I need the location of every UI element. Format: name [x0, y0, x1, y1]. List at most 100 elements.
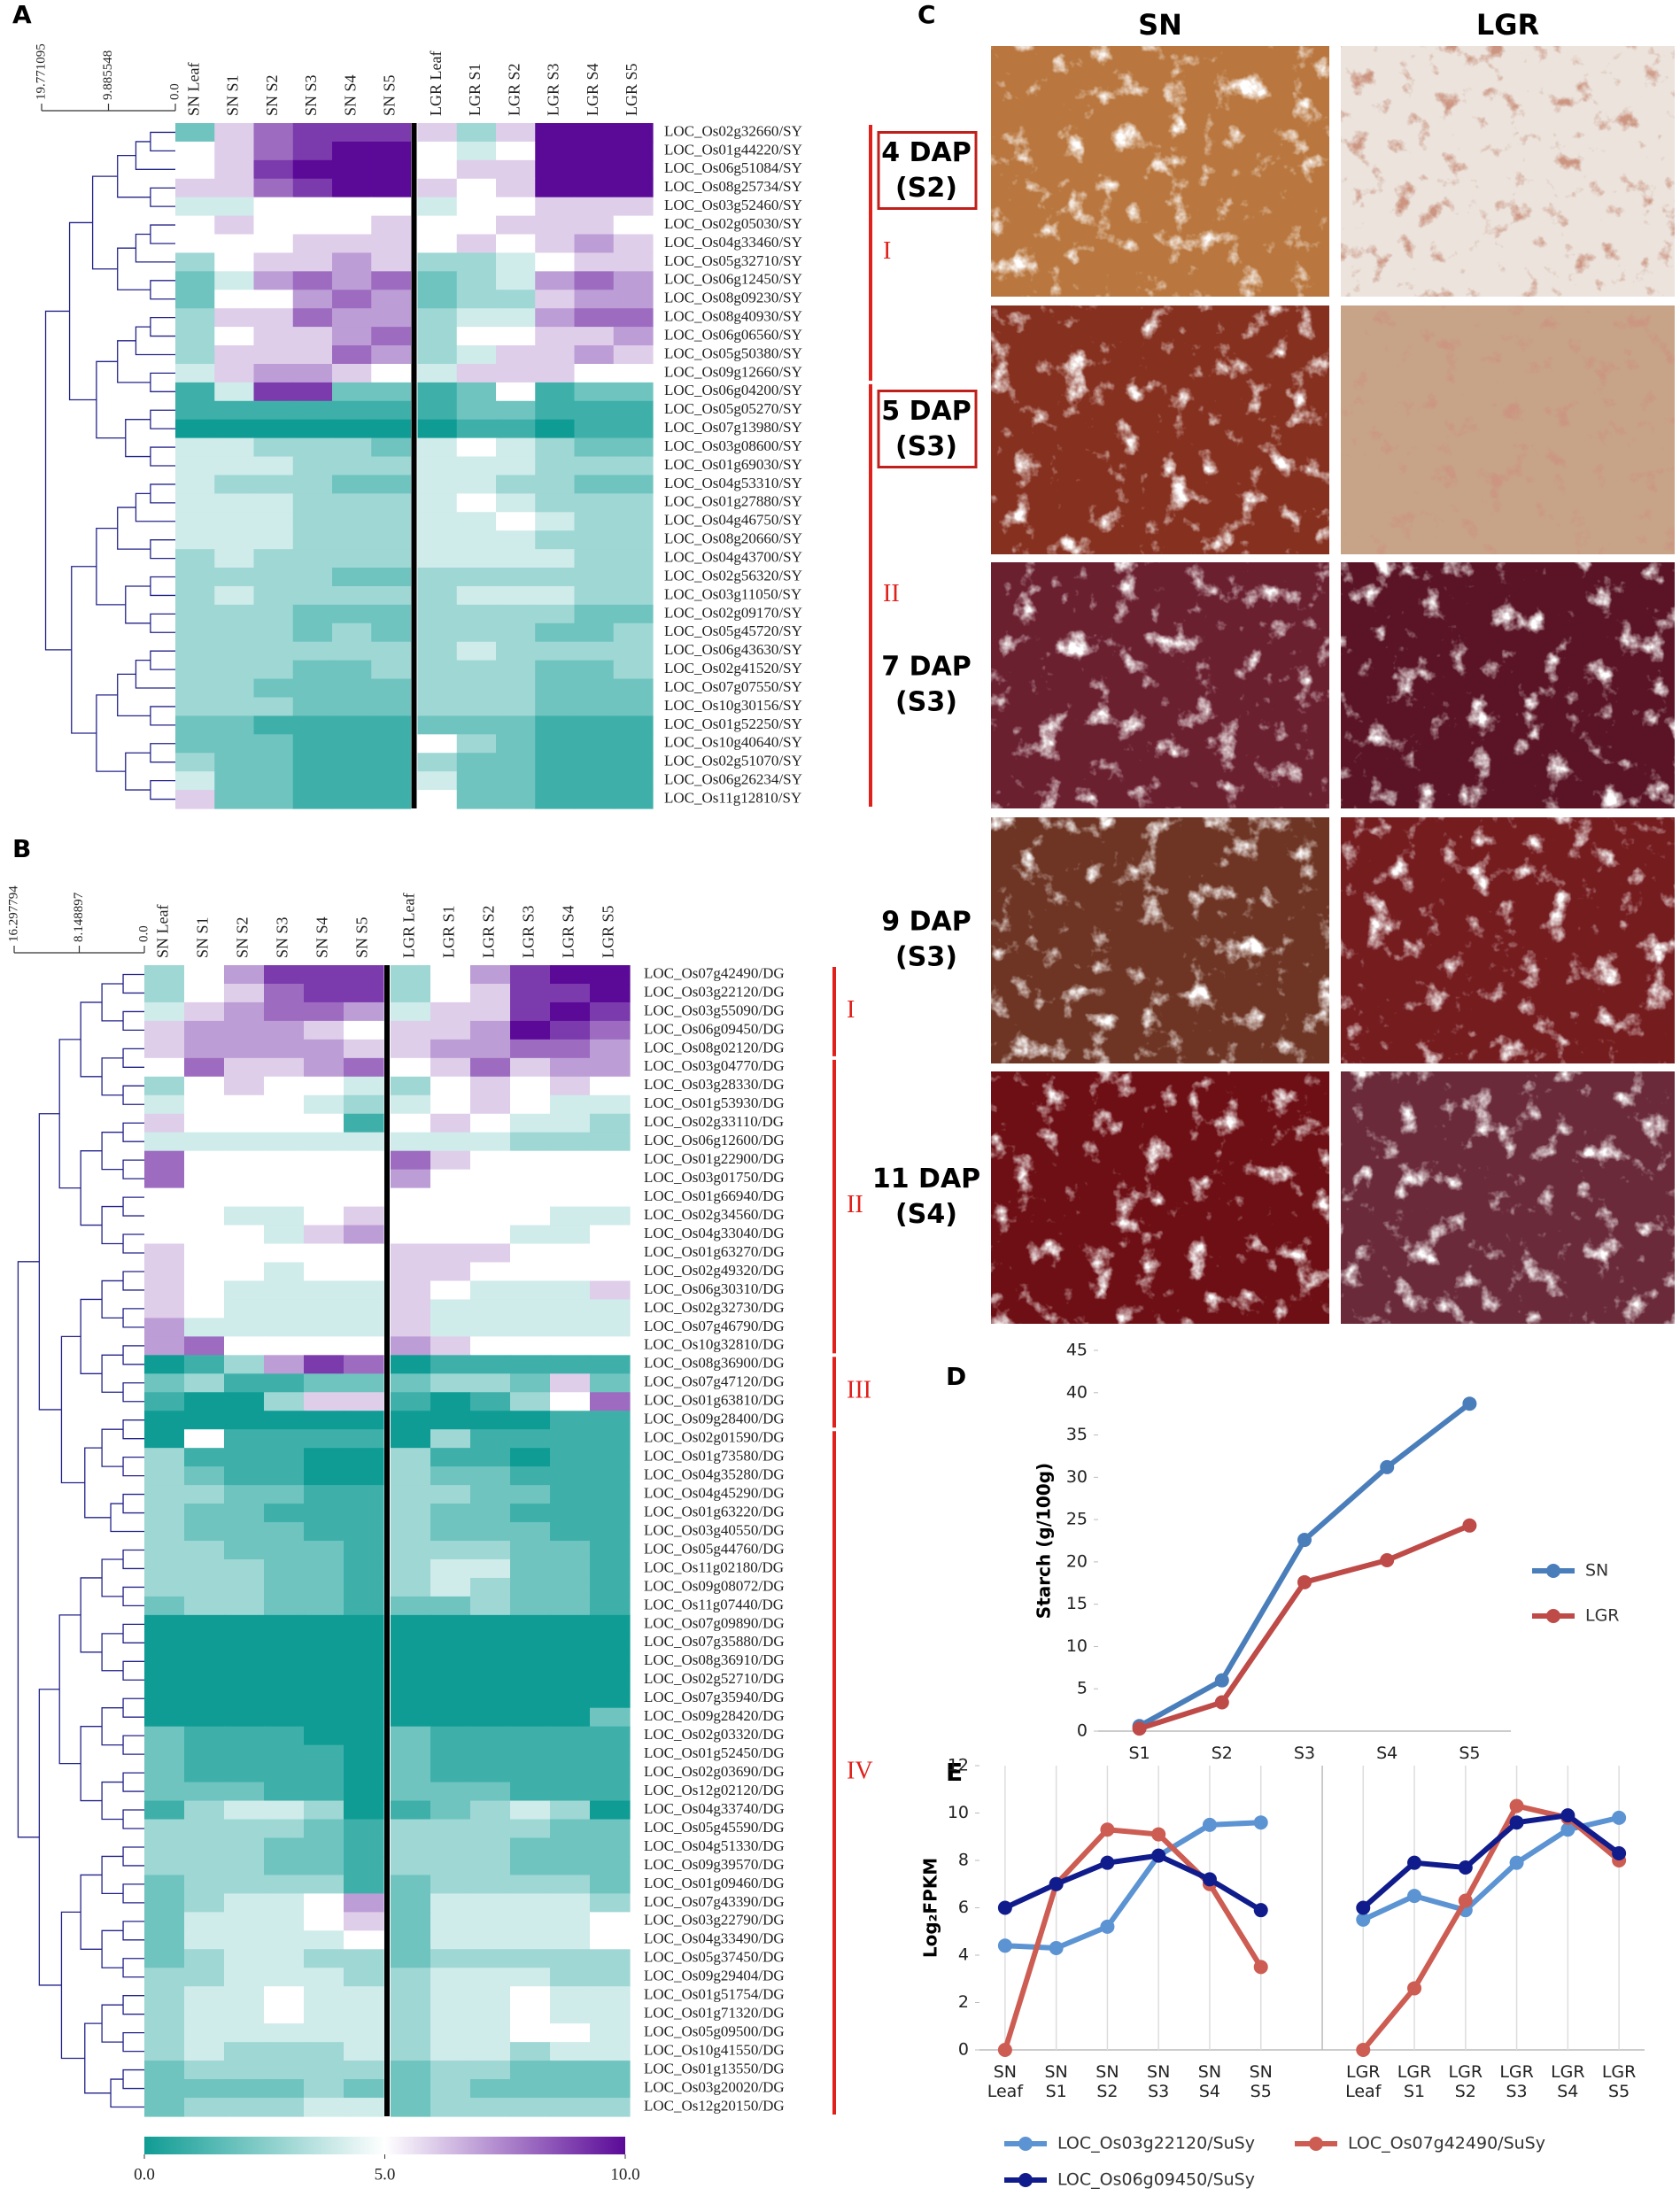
cluster-label: II — [847, 1191, 863, 1218]
heatmap-cell — [224, 1113, 265, 1133]
heatmap-cell — [304, 1113, 345, 1133]
heatmap-cell — [304, 1819, 345, 1839]
row-label: LOC_Os04g53310/SY — [664, 475, 802, 491]
y-axis-title: Log₂FPKM — [920, 1858, 941, 1958]
heatmap-cell — [184, 1893, 225, 1913]
heatmap-cell — [574, 475, 615, 494]
row-label: LOC_Os08g40930/SY — [664, 308, 802, 325]
heatmap-cell — [613, 308, 654, 328]
heatmap-cell — [184, 2098, 225, 2117]
heatmap-cell — [253, 771, 294, 791]
heatmap-cell — [292, 252, 333, 272]
heatmap-cell — [144, 1856, 185, 1876]
heatmap-cell — [496, 734, 536, 754]
heatmap-cell — [550, 1689, 591, 1709]
heatmap-cell — [535, 549, 576, 568]
row-label: LOC_Os04g33040/DG — [644, 1225, 785, 1241]
heatmap-cell — [613, 512, 654, 531]
heatmap-cell — [510, 1392, 551, 1411]
heatmap-cell — [175, 123, 215, 143]
heatmap-cell — [264, 1800, 305, 1821]
heatmap-cell — [510, 1280, 551, 1301]
heatmap-cell — [292, 622, 333, 643]
heatmap-cell — [430, 1670, 471, 1690]
row-label: LOC_Os05g09500/DG — [644, 2023, 785, 2040]
heatmap-cell — [456, 215, 497, 236]
row-label: LOC_Os07g07550/SY — [664, 678, 802, 695]
heatmap-cell — [550, 2005, 591, 2024]
row-label: LOC_Os02g51070/SY — [664, 753, 802, 769]
heatmap-cell — [470, 1522, 511, 1542]
colorbar — [144, 2137, 625, 2154]
micrograph-texture — [1341, 562, 1675, 808]
heatmap-cell — [175, 178, 215, 198]
heatmap-cell — [613, 382, 654, 402]
heatmap-cell — [175, 790, 215, 809]
heatmap-cell — [550, 1206, 591, 1226]
heatmap-cell — [417, 549, 458, 568]
heatmap-cell — [253, 234, 294, 254]
heatmap-cell — [535, 178, 576, 198]
heatmap-cell — [214, 290, 255, 309]
heatmap-cell — [184, 1782, 225, 1802]
heatmap-cell — [550, 1485, 591, 1504]
heatmap-cell — [550, 2079, 591, 2099]
heatmap-cell — [292, 197, 333, 217]
heatmap-cell — [470, 1726, 511, 1746]
heatmap-cell — [510, 1912, 551, 1931]
dendrogram-link — [122, 1921, 144, 1941]
y-tick-label: 4 — [958, 1945, 969, 1965]
heatmap-cell — [253, 327, 294, 346]
heatmap-cell — [175, 345, 215, 365]
heatmap-cell — [264, 1782, 305, 1802]
heatmap-cell — [535, 660, 576, 680]
heatmap-cell — [613, 363, 654, 383]
heatmap-cell — [613, 660, 654, 680]
heatmap-cell — [550, 1504, 591, 1523]
heatmap-cell — [175, 456, 215, 476]
heatmap-cell — [292, 493, 333, 513]
y-tick-label: 30 — [1066, 1467, 1088, 1487]
heatmap-cell — [344, 1558, 384, 1579]
heatmap-cell — [332, 178, 372, 198]
dendrogram-link — [110, 1503, 144, 1533]
heatmap-cell — [292, 753, 333, 772]
heatmap-cell — [470, 1225, 511, 1245]
heatmap-cell — [224, 1541, 265, 1560]
heatmap-cell — [510, 1225, 551, 1245]
heatmap-cell — [496, 159, 536, 180]
heatmap-cell — [470, 965, 511, 985]
heatmap-cell — [224, 1689, 265, 1709]
heatmap-cell — [175, 141, 215, 161]
y-tick-label: 8 — [958, 1851, 969, 1870]
heatmap-cell — [344, 1336, 384, 1356]
heatmap-cell — [510, 2061, 551, 2080]
heatmap-cell — [613, 159, 654, 180]
heatmap-cell — [496, 660, 536, 680]
heatmap-cell — [332, 400, 372, 421]
heatmap-cell — [224, 1912, 265, 1931]
heatmap-cell — [391, 2061, 431, 2080]
row-label: LOC_Os09g28400/DG — [644, 1411, 785, 1427]
heatmap-cell — [510, 1856, 551, 1876]
heatmap-cell — [253, 604, 294, 624]
heatmap-cell — [344, 1039, 384, 1059]
heatmap-cell — [456, 660, 497, 680]
heatmap-cell — [292, 530, 333, 550]
tree-tick-label: 8.148897 — [72, 892, 86, 942]
heatmap-cell — [550, 1094, 591, 1115]
heatmap-cell — [264, 1651, 305, 1672]
heatmap-cell — [292, 641, 333, 661]
heatmap-cell — [344, 1466, 384, 1486]
heatmap-cell — [613, 345, 654, 365]
heatmap-cell — [253, 197, 294, 217]
heatmap-cell — [264, 1355, 305, 1374]
row-label: LOC_Os04g33490/DG — [644, 1930, 785, 1947]
heatmap-cell — [510, 1504, 551, 1523]
heatmap-cell — [456, 549, 497, 568]
heatmap-cell — [264, 1243, 305, 1264]
heatmap-cell — [613, 419, 654, 439]
heatmap-cell — [417, 345, 458, 365]
heatmap-cell — [175, 400, 215, 421]
phase-label: (S3) — [895, 431, 957, 462]
